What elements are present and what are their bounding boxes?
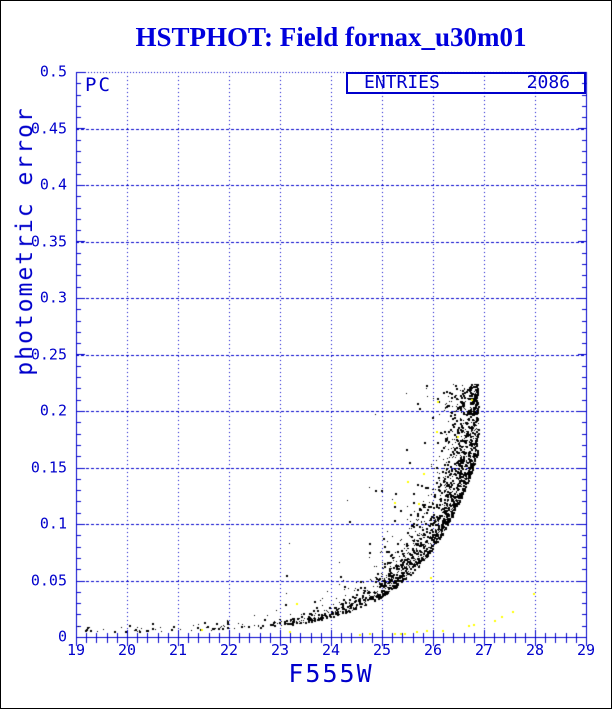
y-tick-label: 0.4 — [39, 175, 67, 194]
y-tick-label: 0.5 — [39, 62, 67, 81]
x-tick-label: 25 — [372, 641, 392, 659]
y-tick-label: 0.05 — [30, 571, 67, 589]
x-tick-label: 20 — [117, 641, 137, 659]
y-tick-label: 0.15 — [30, 458, 67, 476]
y-tick-label: 0.35 — [30, 232, 67, 250]
y-tick-label: 0.45 — [30, 119, 67, 137]
x-tick-label: 19 — [66, 641, 86, 659]
entries-value: 2086 — [526, 72, 570, 93]
x-tick-label: 28 — [525, 641, 545, 659]
y-tick-label: 0.3 — [39, 288, 67, 307]
x-tick-label: 21 — [168, 641, 188, 659]
entries-label: ENTRIES — [364, 72, 440, 93]
x-axis-title: F555W — [288, 659, 374, 688]
x-tick-label: 27 — [474, 641, 494, 659]
entries-legend-box: ENTRIES 2086 — [346, 72, 586, 94]
x-tick-label: 22 — [219, 641, 239, 659]
x-tick-label: 24 — [321, 641, 341, 659]
y-tick-label: 0 — [57, 627, 67, 646]
x-tick-label: 29 — [576, 641, 596, 659]
y-tick-label: 0.2 — [39, 401, 67, 420]
y-tick-label: 0.25 — [30, 345, 67, 363]
detector-label: PC — [85, 74, 112, 96]
y-tick-label: 0.1 — [39, 514, 67, 533]
x-tick-label: 23 — [270, 641, 290, 659]
x-tick-label: 26 — [423, 641, 443, 659]
